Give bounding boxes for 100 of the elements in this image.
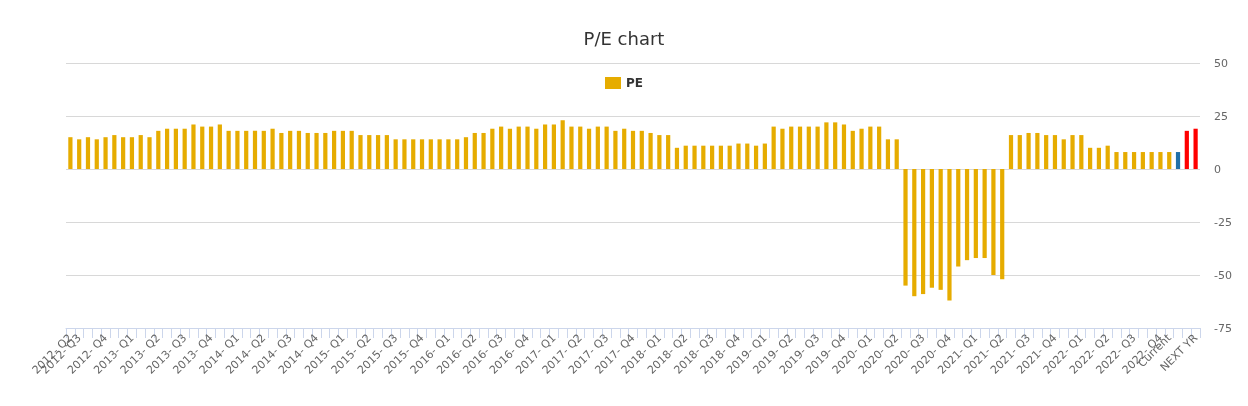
- bar: [710, 145, 715, 169]
- bar: [121, 137, 126, 169]
- bar: [191, 124, 196, 169]
- bar: [68, 137, 73, 169]
- bar: [499, 126, 504, 169]
- bar: [1088, 147, 1093, 169]
- bar: [112, 135, 117, 169]
- bar: [569, 126, 574, 169]
- bar: [780, 128, 785, 169]
- bar: [613, 130, 618, 169]
- y-tick-label: 0: [1214, 162, 1221, 176]
- bar: [727, 145, 732, 169]
- bar: [446, 139, 451, 169]
- bar: [358, 135, 363, 169]
- bar: [1193, 128, 1198, 169]
- bar: [920, 169, 926, 295]
- bar: [956, 169, 961, 267]
- bar: [270, 128, 275, 169]
- bar: [815, 126, 820, 169]
- bar: [288, 130, 293, 169]
- bar: [762, 143, 767, 169]
- bar: [525, 126, 530, 169]
- bar: [226, 130, 231, 169]
- bar: [1114, 152, 1119, 169]
- bar: [103, 137, 108, 169]
- bar: [182, 128, 187, 169]
- bar: [1008, 135, 1014, 169]
- bar: [1044, 135, 1049, 169]
- bar: [384, 135, 389, 169]
- bar: [824, 122, 829, 169]
- bar: [859, 128, 864, 169]
- bar: [1017, 135, 1022, 169]
- bar: [419, 139, 425, 169]
- bar: [578, 126, 583, 169]
- bar: [586, 128, 592, 169]
- bar: [129, 137, 135, 169]
- bar: [885, 139, 891, 169]
- bar: [1026, 132, 1031, 169]
- bar: [806, 126, 811, 169]
- bar: [604, 126, 609, 169]
- chart-title: P/E chart: [583, 27, 665, 49]
- bar: [771, 126, 776, 169]
- bar: [1131, 152, 1137, 169]
- bar: [507, 128, 513, 169]
- bar: [1184, 130, 1189, 169]
- bar: [797, 126, 803, 169]
- bar: [534, 128, 539, 169]
- bar: [833, 122, 838, 169]
- bar: [639, 130, 644, 169]
- bar: [973, 169, 978, 259]
- bar: [938, 169, 943, 290]
- bar: [877, 126, 882, 169]
- bar: [244, 130, 249, 169]
- bar: [147, 137, 152, 169]
- bar: [235, 130, 240, 169]
- bar: [692, 145, 697, 169]
- bar: [164, 128, 170, 169]
- bar: [1140, 152, 1145, 169]
- bar: [674, 147, 680, 169]
- bar: [622, 128, 627, 169]
- bar: [1167, 152, 1172, 169]
- bar: [323, 132, 328, 169]
- bar: [340, 130, 346, 169]
- bar: [252, 130, 258, 169]
- bar: [551, 124, 556, 169]
- bar: [208, 126, 214, 169]
- bar: [1079, 135, 1084, 169]
- bar: [912, 169, 917, 297]
- bar: [393, 139, 398, 169]
- bar: [490, 128, 495, 169]
- bar: [279, 132, 284, 169]
- bar: [85, 137, 91, 169]
- bar: [261, 130, 266, 169]
- bar: [305, 132, 310, 169]
- bar: [516, 126, 521, 169]
- bar: [894, 139, 899, 169]
- y-tick-label: -50: [1214, 268, 1232, 282]
- bar: [745, 143, 750, 169]
- bar: [314, 132, 319, 169]
- bar: [841, 124, 847, 169]
- bar: [1175, 152, 1181, 169]
- bar: [367, 135, 372, 169]
- y-tick-label: -25: [1214, 215, 1232, 229]
- bar: [481, 132, 486, 169]
- bar: [542, 124, 548, 169]
- bar: [595, 126, 600, 169]
- bar: [868, 126, 873, 169]
- bar: [929, 169, 934, 288]
- y-tick-label: -75: [1214, 321, 1232, 335]
- y-tick-label: 25: [1214, 109, 1228, 123]
- bar: [1035, 132, 1040, 169]
- bar: [736, 143, 741, 169]
- bar: [753, 145, 759, 169]
- bar: [903, 169, 908, 286]
- bar: [560, 120, 565, 169]
- bar: [1158, 152, 1163, 169]
- bar: [982, 169, 987, 259]
- bar: [701, 145, 706, 169]
- bar: [1052, 135, 1058, 169]
- bar: [375, 135, 381, 169]
